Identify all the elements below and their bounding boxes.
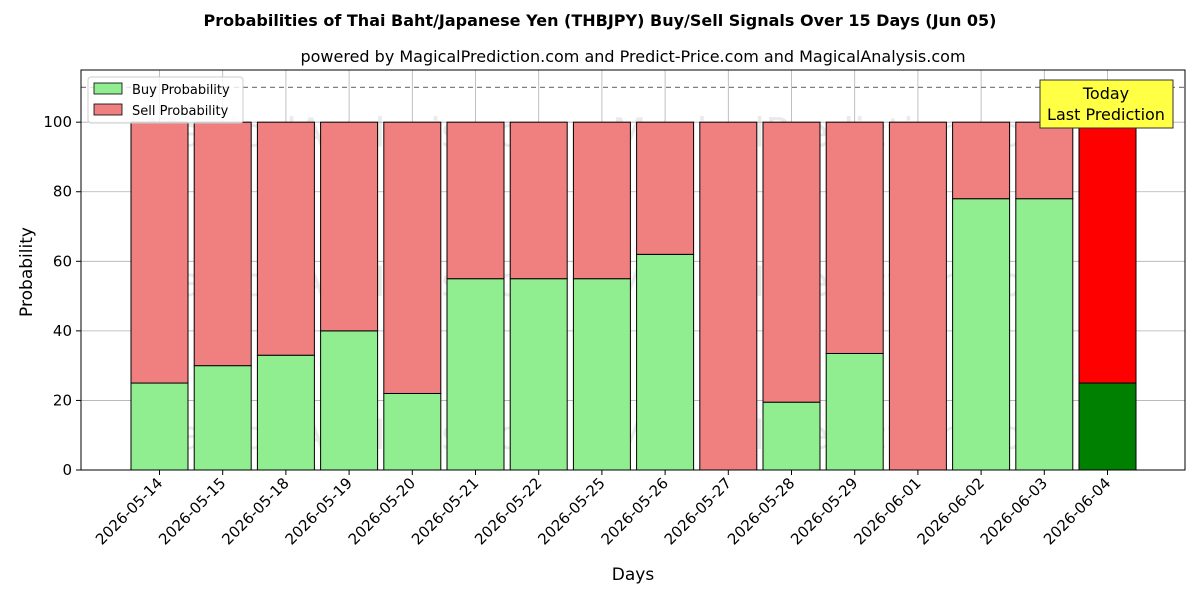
bar-sell-2026-06-01 <box>888 121 947 471</box>
legend-box <box>87 76 244 124</box>
x-tick-label: 2026-05-22 <box>471 474 545 548</box>
today-annotation: Today Last Prediction <box>1039 79 1174 129</box>
bar-sell-2026-05-26 <box>636 121 695 255</box>
y-tick-label: 0 <box>62 461 72 479</box>
x-tick-label: 2026-05-15 <box>155 474 229 548</box>
y-tick-label: 80 <box>53 183 72 201</box>
bar-sell-2026-05-19 <box>320 121 379 332</box>
x-axis-ticks: 2026-05-142026-05-152026-05-182026-05-19… <box>92 470 1114 548</box>
bar-sell-2026-05-15 <box>193 121 252 367</box>
y-axis-label: Probability <box>17 227 37 317</box>
bar-buy-2026-05-15 <box>193 365 252 471</box>
x-tick-label: 2026-05-18 <box>218 474 292 548</box>
legend: Buy Probability Sell Probability <box>87 76 244 124</box>
y-tick-label: 100 <box>43 113 72 131</box>
legend-swatch-sell <box>93 103 123 116</box>
bar-buy-2026-06-03 <box>1015 198 1074 471</box>
bar-sell-2026-05-18 <box>256 121 315 356</box>
x-tick-label: 2026-05-14 <box>92 474 166 548</box>
x-tick-label: 2026-05-29 <box>787 474 861 548</box>
x-tick-label: 2026-05-26 <box>598 474 672 548</box>
bar-buy-2026-05-25 <box>572 278 631 471</box>
y-tick-label: 60 <box>53 252 72 270</box>
bar-sell-2026-05-25 <box>572 121 631 280</box>
bar-sell-2026-06-03 <box>1015 121 1074 200</box>
bar-buy-2026-05-28 <box>762 401 821 471</box>
bar-buy-2026-05-18 <box>256 354 315 471</box>
bars <box>130 121 1137 471</box>
bar-buy-2026-05-20 <box>383 392 442 471</box>
x-tick-label: 2026-05-19 <box>282 474 356 548</box>
y-tick-label: 40 <box>53 322 72 340</box>
x-tick-label: 2026-05-25 <box>534 474 608 548</box>
x-tick-label: 2026-05-28 <box>724 474 798 548</box>
chart-title: Probabilities of Thai Baht/Japanese Yen … <box>204 11 997 30</box>
bar-sell-2026-05-21 <box>446 121 505 280</box>
bar-buy-2026-05-21 <box>446 278 505 471</box>
annotation-line-2: Last Prediction <box>1047 105 1165 124</box>
bar-sell-2026-06-02 <box>952 121 1011 200</box>
x-tick-label: 2026-06-02 <box>914 474 988 548</box>
bar-buy-2026-05-29 <box>825 352 884 471</box>
bar-buy-2026-06-04 <box>1078 382 1137 471</box>
bar-buy-2026-05-19 <box>320 330 379 471</box>
bar-buy-2026-05-26 <box>636 253 695 471</box>
bar-sell-2026-05-22 <box>509 121 568 280</box>
bar-sell-2026-06-04 <box>1078 121 1137 384</box>
y-tick-label: 20 <box>53 391 72 409</box>
bar-sell-2026-05-28 <box>762 121 821 403</box>
x-axis-label: Days <box>612 565 655 585</box>
legend-label-buy: Buy Probability <box>132 83 230 98</box>
x-tick-label: 2026-06-01 <box>850 474 924 548</box>
plot-frame <box>80 69 1186 471</box>
y-axis-ticks: 0 20 40 60 80 100 <box>43 113 81 479</box>
annotation-line-1: Today <box>1082 84 1129 103</box>
bar-buy-2026-05-14 <box>130 382 189 471</box>
bar-sell-2026-05-14 <box>130 121 189 384</box>
legend-label-sell: Sell Probability <box>132 104 229 119</box>
bar-buy-2026-06-02 <box>952 198 1011 471</box>
bar-sell-2026-05-29 <box>825 121 884 354</box>
x-tick-label: 2026-06-03 <box>977 474 1051 548</box>
legend-swatch-buy <box>93 82 123 95</box>
annotation-box <box>1039 79 1174 129</box>
bar-sell-2026-05-20 <box>383 121 442 394</box>
chart-subtitle: powered by MagicalPrediction.com and Pre… <box>300 47 965 66</box>
x-tick-label: 2026-05-27 <box>661 474 735 548</box>
x-tick-label: 2026-06-04 <box>1040 474 1114 548</box>
bar-buy-2026-05-22 <box>509 278 568 471</box>
bar-sell-2026-05-27 <box>699 121 758 471</box>
x-tick-label: 2026-05-21 <box>408 474 482 548</box>
x-tick-label: 2026-05-20 <box>345 474 419 548</box>
